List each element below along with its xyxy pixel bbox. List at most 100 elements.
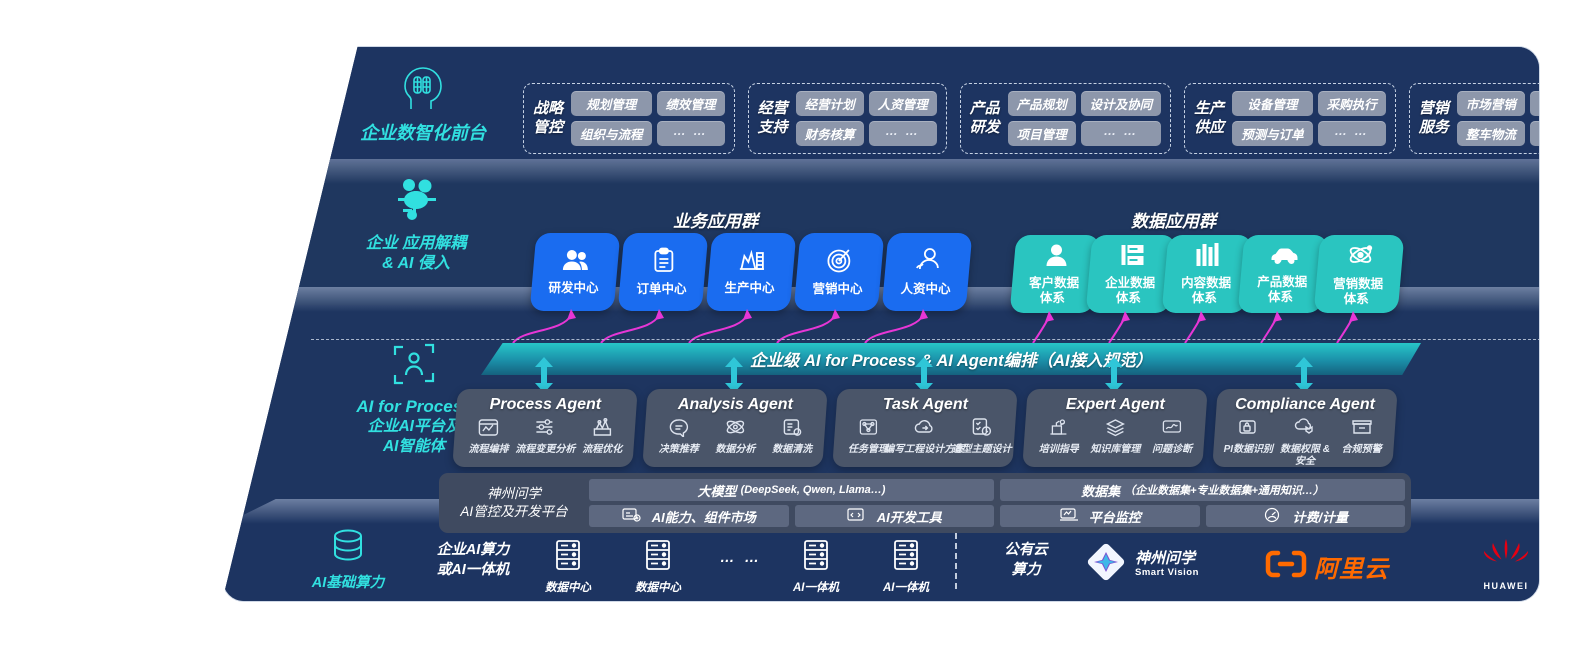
domain-chip[interactable]: 预测与订单: [1232, 121, 1313, 146]
domain-chip[interactable]: 规划管理: [571, 91, 652, 116]
agent-item[interactable]: 数据分析: [708, 417, 763, 456]
domain-chip-more[interactable]: … …: [656, 121, 725, 146]
domain-chip-more[interactable]: … …: [868, 121, 937, 146]
rail-front-office: 企业数智化前台: [333, 65, 513, 145]
bars-icon: [1196, 242, 1222, 271]
rail-label-line1: AI for Process: [356, 397, 472, 416]
domain-production-supply[interactable]: 生产 供应 设备管理 采购执行 预测与订单 … …: [1184, 83, 1396, 154]
business-group-heading: 业务应用群: [673, 212, 758, 231]
platform-label-line1: 神州问学: [487, 485, 541, 501]
infra-caption: 数据中心: [545, 582, 591, 594]
rail-ai-process: AI for Process 企业AI平台及 AI智能体: [319, 343, 509, 456]
agent-item[interactable]: 造型主题设计: [952, 417, 1012, 456]
app-card-production-center[interactable]: 生产中心: [705, 233, 797, 311]
huawei-logo: [1482, 539, 1530, 579]
domain-chip[interactable]: 产品规划: [1007, 91, 1076, 116]
rail-ai-compute: AI基础算力: [283, 527, 413, 594]
agent-item[interactable]: 决策推荐: [651, 417, 706, 456]
data-card-enterprise[interactable]: 企业数据 体系: [1085, 235, 1177, 313]
data-card-content[interactable]: 内容数据 体系: [1161, 235, 1253, 313]
agent-item-label: 决策推荐: [658, 444, 699, 455]
agent-item[interactable]: 数据清洗: [765, 417, 820, 456]
ai-orchestration-banner[interactable]: 企业级 AI for Process & AI Agent编排（AI接入规范）: [481, 343, 1421, 375]
domain-chip[interactable]: 经营计划: [795, 91, 864, 116]
layers-icon: [1104, 417, 1126, 442]
data-card-marketing[interactable]: 营销数据 体系: [1313, 235, 1405, 313]
app-card-marketing-center[interactable]: 营销中心: [793, 233, 885, 311]
agent-item[interactable]: 培训指导: [1031, 417, 1086, 456]
agent-card-task[interactable]: Task Agent 任务管理 编写工程设计方案 造型主题设计: [832, 389, 1018, 467]
diagnose-icon: [1161, 417, 1183, 442]
domain-chip[interactable]: 设计及协同: [1080, 91, 1162, 116]
rail-label-line3: AI智能体: [382, 437, 445, 455]
infra-datacenter-2: 数据中心: [613, 539, 703, 595]
agent-item[interactable]: 知识库管理: [1088, 417, 1143, 456]
agent-card-expert[interactable]: Expert Agent 培训指导 知识库管理 问题诊断: [1022, 389, 1208, 467]
app-card-order-center[interactable]: 订单中心: [617, 233, 709, 311]
ai-devtool-bar[interactable]: AI开发工具: [794, 505, 994, 527]
dataset-bar[interactable]: 数据集 （企业数据集+专业数据集+通用知识…）: [1000, 479, 1405, 501]
data-card-customer[interactable]: 客户数据 体系: [1009, 235, 1101, 313]
agent-item[interactable]: PI数据识别: [1221, 417, 1276, 456]
infra-caption: AI一体机: [793, 582, 839, 594]
app-card-rd-center[interactable]: 研发中心: [529, 233, 621, 311]
domain-chip[interactable]: 项目管理: [1007, 121, 1076, 146]
domain-chip[interactable]: 设备管理: [1232, 91, 1313, 116]
domain-chip[interactable]: 绩效管理: [656, 91, 725, 116]
agent-item[interactable]: 编写工程设计方案: [884, 417, 964, 456]
agent-item[interactable]: 流程优化: [575, 417, 629, 456]
agent-item[interactable]: 合规预警: [1334, 417, 1389, 456]
domain-chip[interactable]: 客户关系: [1529, 91, 1539, 116]
data-card-label-2: 体系: [1268, 289, 1294, 304]
factory-icon: [738, 248, 766, 276]
domain-chip[interactable]: 财务核算: [795, 121, 864, 146]
agent-item[interactable]: 流程变更分析: [515, 417, 575, 456]
data-card-label-2: 体系: [1116, 290, 1142, 305]
domain-operations[interactable]: 经营 支持 经营计划 人资管理 财务核算 … …: [747, 83, 947, 154]
neural-node-icon: [321, 175, 511, 228]
target-icon: [827, 247, 853, 277]
ai-layer-divider: [311, 339, 1539, 340]
domain-title: 生产 供应: [1194, 100, 1225, 136]
llm-bar-label: 大模型: [697, 483, 737, 499]
data-card-product[interactable]: 产品数据 体系: [1237, 235, 1329, 313]
domain-chip-more[interactable]: … …: [1529, 121, 1539, 146]
agent-title: Expert Agent: [1065, 396, 1165, 413]
agent-item[interactable]: 流程编排: [461, 417, 515, 456]
platform-monitor-bar[interactable]: 平台监控: [1000, 505, 1200, 527]
vendor-sub: Smart Vision: [1135, 567, 1199, 579]
infra-enterprise-compute: 企业AI算力 或AI一体机: [403, 541, 543, 580]
infra-datacenter-1: 数据中心: [523, 539, 613, 595]
domain-strategy[interactable]: 战略 管控 规划管理 绩效管理 组织与流程 … …: [523, 83, 735, 154]
rail-app-decoupling: 企业 应用解耦 & AI 侵入: [321, 175, 511, 274]
agent-item-label: 数据清洗: [772, 444, 813, 455]
llm-bar-sub: (DeepSeek, Qwen, Llama…): [740, 484, 886, 496]
agent-item[interactable]: 问题诊断: [1145, 417, 1200, 456]
domain-chip[interactable]: 采购执行: [1317, 91, 1386, 116]
billing-bar[interactable]: 计费/计量: [1205, 505, 1405, 527]
domain-chip-more[interactable]: … …: [1317, 121, 1386, 146]
domain-chip[interactable]: 整车物流: [1456, 121, 1525, 146]
training-icon: [1048, 417, 1070, 442]
data-card-label-2: 体系: [1040, 290, 1066, 305]
domain-chip[interactable]: 市场营销: [1456, 91, 1525, 116]
domain-chip-more[interactable]: … …: [1080, 121, 1162, 146]
app-card-label: 营销中心: [812, 282, 863, 296]
agent-card-compliance[interactable]: Compliance Agent PI数据识别 数据权限 & 安全 合规预警: [1212, 389, 1398, 467]
atom-analysis-icon: [724, 417, 746, 442]
agent-item[interactable]: 任务管理: [841, 417, 894, 456]
agent-item[interactable]: 数据权限 & 安全: [1278, 417, 1333, 467]
agent-card-analysis[interactable]: Analysis Agent 决策推荐 数据分析 数据清洗: [642, 389, 828, 467]
ai-market-bar[interactable]: AI能力、组件市场: [589, 505, 789, 527]
app-card-hr-center[interactable]: 人资中心: [881, 233, 973, 311]
domain-chip[interactable]: 组织与流程: [571, 121, 652, 146]
llm-bar[interactable]: 大模型 (DeepSeek, Qwen, Llama…): [589, 479, 994, 501]
domain-chip[interactable]: 人资管理: [868, 91, 937, 116]
domain-product-rd[interactable]: 产品 研发 产品规划 设计及协同 项目管理 … …: [959, 83, 1172, 154]
users-icon: [562, 248, 590, 276]
agent-card-process[interactable]: Process Agent 流程编排 流程变更分析 流程优化: [452, 389, 638, 467]
database-icon: [328, 529, 368, 571]
ai-platform-strip: 神州问学 AI管控及开发平台 大模型 (DeepSeek, Qwen, Llam…: [439, 473, 1411, 533]
agent-item-label: PI数据识别: [1223, 444, 1274, 455]
